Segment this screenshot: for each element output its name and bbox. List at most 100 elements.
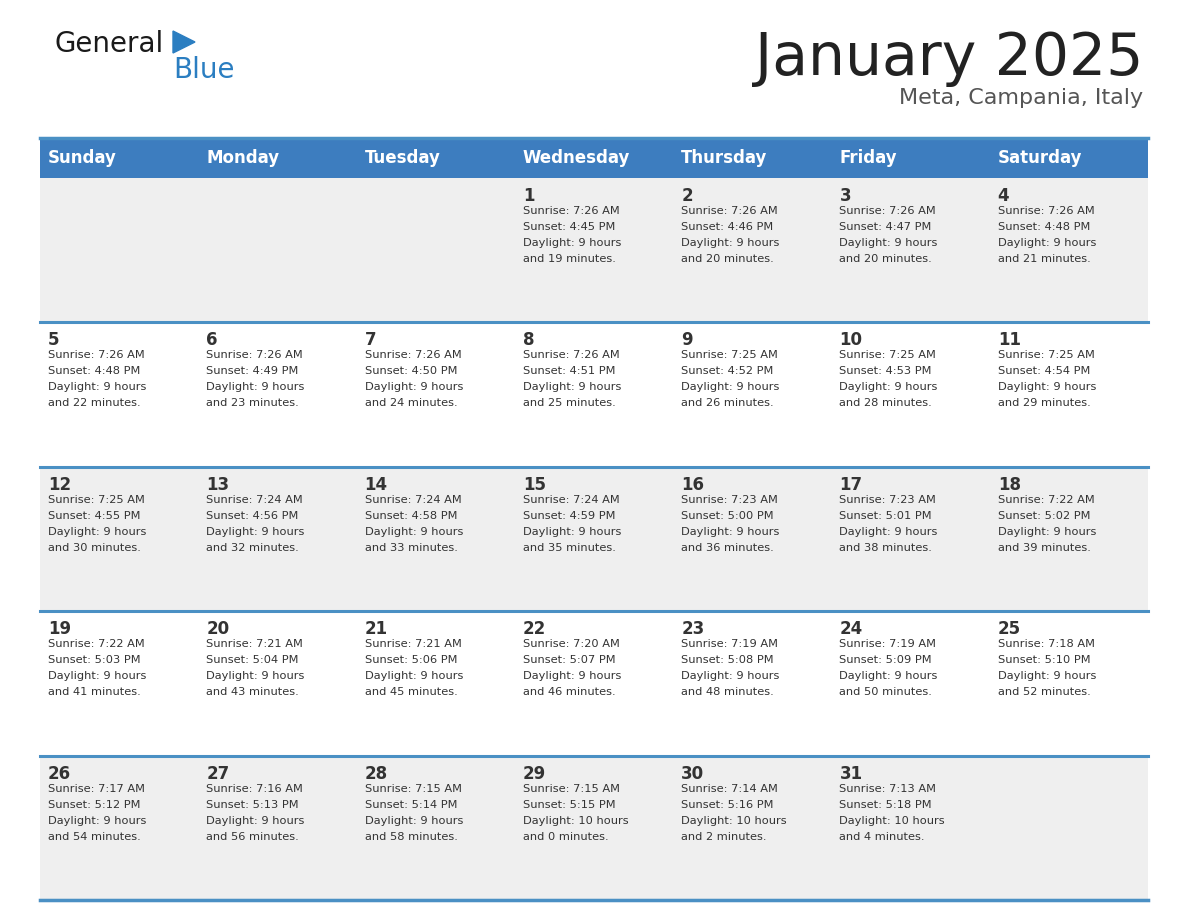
Text: Daylight: 9 hours: Daylight: 9 hours: [840, 527, 937, 537]
Text: 24: 24: [840, 621, 862, 638]
Text: Daylight: 9 hours: Daylight: 9 hours: [365, 383, 463, 392]
Text: 2: 2: [681, 187, 693, 205]
Text: 31: 31: [840, 765, 862, 783]
Text: Sunset: 4:56 PM: Sunset: 4:56 PM: [207, 510, 298, 521]
Text: and 33 minutes.: and 33 minutes.: [365, 543, 457, 553]
Text: and 20 minutes.: and 20 minutes.: [681, 254, 773, 264]
Text: Daylight: 9 hours: Daylight: 9 hours: [998, 527, 1097, 537]
Text: Daylight: 9 hours: Daylight: 9 hours: [207, 383, 304, 392]
Text: 10: 10: [840, 331, 862, 350]
Text: Blue: Blue: [173, 56, 234, 84]
Text: 12: 12: [48, 476, 71, 494]
Text: Sunrise: 7:21 AM: Sunrise: 7:21 AM: [207, 639, 303, 649]
Text: Saturday: Saturday: [998, 149, 1082, 167]
Text: 16: 16: [681, 476, 704, 494]
Text: and 20 minutes.: and 20 minutes.: [840, 254, 933, 264]
Text: Sunset: 4:58 PM: Sunset: 4:58 PM: [365, 510, 457, 521]
Text: and 25 minutes.: and 25 minutes.: [523, 398, 615, 409]
Text: and 48 minutes.: and 48 minutes.: [681, 688, 773, 697]
Text: Sunset: 5:06 PM: Sunset: 5:06 PM: [365, 655, 457, 666]
Text: and 41 minutes.: and 41 minutes.: [48, 688, 140, 697]
Text: Sunrise: 7:19 AM: Sunrise: 7:19 AM: [840, 639, 936, 649]
Text: and 26 minutes.: and 26 minutes.: [681, 398, 773, 409]
Text: Sunrise: 7:25 AM: Sunrise: 7:25 AM: [681, 351, 778, 361]
Text: Daylight: 9 hours: Daylight: 9 hours: [523, 238, 621, 248]
Text: and 58 minutes.: and 58 minutes.: [365, 832, 457, 842]
Text: Daylight: 9 hours: Daylight: 9 hours: [840, 671, 937, 681]
Text: Daylight: 9 hours: Daylight: 9 hours: [365, 671, 463, 681]
Text: and 54 minutes.: and 54 minutes.: [48, 832, 140, 842]
Text: and 2 minutes.: and 2 minutes.: [681, 832, 766, 842]
Text: Daylight: 9 hours: Daylight: 9 hours: [207, 815, 304, 825]
Text: Sunrise: 7:17 AM: Sunrise: 7:17 AM: [48, 784, 145, 793]
Text: Daylight: 9 hours: Daylight: 9 hours: [207, 671, 304, 681]
Text: 7: 7: [365, 331, 377, 350]
Text: Sunrise: 7:25 AM: Sunrise: 7:25 AM: [48, 495, 145, 505]
Text: Sunrise: 7:22 AM: Sunrise: 7:22 AM: [48, 639, 145, 649]
Text: Daylight: 9 hours: Daylight: 9 hours: [523, 383, 621, 392]
Text: Sunrise: 7:16 AM: Sunrise: 7:16 AM: [207, 784, 303, 793]
Text: Sunset: 4:54 PM: Sunset: 4:54 PM: [998, 366, 1091, 376]
Text: Daylight: 9 hours: Daylight: 9 hours: [207, 527, 304, 537]
Text: Sunrise: 7:20 AM: Sunrise: 7:20 AM: [523, 639, 620, 649]
Text: Sunrise: 7:15 AM: Sunrise: 7:15 AM: [523, 784, 620, 793]
Text: and 24 minutes.: and 24 minutes.: [365, 398, 457, 409]
Text: Sunset: 4:47 PM: Sunset: 4:47 PM: [840, 222, 931, 232]
Text: Sunrise: 7:23 AM: Sunrise: 7:23 AM: [681, 495, 778, 505]
Text: Sunset: 5:00 PM: Sunset: 5:00 PM: [681, 510, 773, 521]
Text: and 38 minutes.: and 38 minutes.: [840, 543, 933, 553]
Text: Sunrise: 7:19 AM: Sunrise: 7:19 AM: [681, 639, 778, 649]
Text: and 35 minutes.: and 35 minutes.: [523, 543, 615, 553]
Text: 18: 18: [998, 476, 1020, 494]
Text: Sunrise: 7:26 AM: Sunrise: 7:26 AM: [523, 351, 620, 361]
Text: Sunset: 5:14 PM: Sunset: 5:14 PM: [365, 800, 457, 810]
Polygon shape: [173, 31, 195, 53]
Text: and 19 minutes.: and 19 minutes.: [523, 254, 615, 264]
Text: 9: 9: [681, 331, 693, 350]
Text: and 29 minutes.: and 29 minutes.: [998, 398, 1091, 409]
Text: Sunset: 5:12 PM: Sunset: 5:12 PM: [48, 800, 140, 810]
Text: Sunrise: 7:24 AM: Sunrise: 7:24 AM: [207, 495, 303, 505]
Text: and 39 minutes.: and 39 minutes.: [998, 543, 1091, 553]
Text: Sunrise: 7:26 AM: Sunrise: 7:26 AM: [681, 206, 778, 216]
Text: Sunset: 4:53 PM: Sunset: 4:53 PM: [840, 366, 931, 376]
Text: Daylight: 9 hours: Daylight: 9 hours: [998, 238, 1097, 248]
Text: Sunset: 5:02 PM: Sunset: 5:02 PM: [998, 510, 1091, 521]
Text: Sunrise: 7:26 AM: Sunrise: 7:26 AM: [207, 351, 303, 361]
Bar: [40, 178, 1148, 322]
Text: Meta, Campania, Italy: Meta, Campania, Italy: [899, 88, 1143, 108]
Text: Sunset: 5:03 PM: Sunset: 5:03 PM: [48, 655, 140, 666]
Text: Sunset: 5:18 PM: Sunset: 5:18 PM: [840, 800, 933, 810]
Text: Sunrise: 7:26 AM: Sunrise: 7:26 AM: [48, 351, 145, 361]
Text: Sunrise: 7:18 AM: Sunrise: 7:18 AM: [998, 639, 1094, 649]
Text: Sunrise: 7:14 AM: Sunrise: 7:14 AM: [681, 784, 778, 793]
Text: Sunset: 4:48 PM: Sunset: 4:48 PM: [48, 366, 140, 376]
Text: 29: 29: [523, 765, 546, 783]
Text: and 23 minutes.: and 23 minutes.: [207, 398, 299, 409]
Text: Sunset: 4:49 PM: Sunset: 4:49 PM: [207, 366, 298, 376]
Text: Sunset: 4:46 PM: Sunset: 4:46 PM: [681, 222, 773, 232]
Text: 23: 23: [681, 621, 704, 638]
Text: Sunrise: 7:26 AM: Sunrise: 7:26 AM: [365, 351, 461, 361]
Text: Daylight: 9 hours: Daylight: 9 hours: [48, 815, 146, 825]
Text: January 2025: January 2025: [754, 30, 1143, 87]
Text: Sunset: 4:45 PM: Sunset: 4:45 PM: [523, 222, 615, 232]
Text: Sunrise: 7:26 AM: Sunrise: 7:26 AM: [523, 206, 620, 216]
Text: Daylight: 9 hours: Daylight: 9 hours: [840, 383, 937, 392]
Text: Daylight: 9 hours: Daylight: 9 hours: [523, 527, 621, 537]
Text: 19: 19: [48, 621, 71, 638]
Text: Sunrise: 7:13 AM: Sunrise: 7:13 AM: [840, 784, 936, 793]
Text: and 30 minutes.: and 30 minutes.: [48, 543, 141, 553]
Text: Sunset: 5:04 PM: Sunset: 5:04 PM: [207, 655, 299, 666]
Text: 1: 1: [523, 187, 535, 205]
Text: Sunset: 5:07 PM: Sunset: 5:07 PM: [523, 655, 615, 666]
Text: and 32 minutes.: and 32 minutes.: [207, 543, 299, 553]
Text: 30: 30: [681, 765, 704, 783]
Text: 14: 14: [365, 476, 387, 494]
Text: and 22 minutes.: and 22 minutes.: [48, 398, 140, 409]
Text: Thursday: Thursday: [681, 149, 767, 167]
Text: Sunset: 4:50 PM: Sunset: 4:50 PM: [365, 366, 457, 376]
Text: 5: 5: [48, 331, 59, 350]
Text: and 28 minutes.: and 28 minutes.: [840, 398, 933, 409]
Text: Sunday: Sunday: [48, 149, 116, 167]
